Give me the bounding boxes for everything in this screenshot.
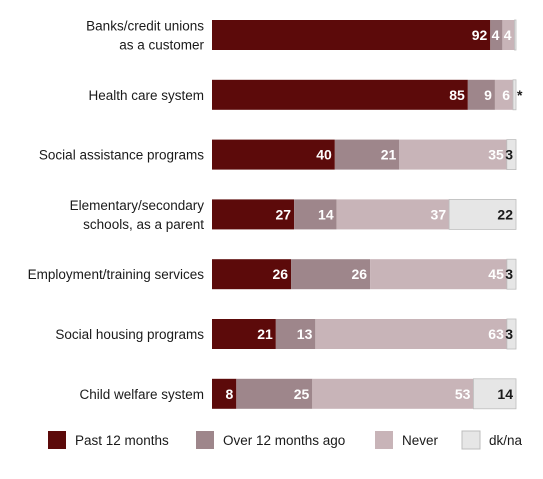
category-label-line: Social housing programs xyxy=(55,327,204,342)
category-label-line: Child welfare system xyxy=(79,387,204,402)
category-label: Child welfare system xyxy=(79,387,204,402)
bar-segment xyxy=(514,19,517,51)
bar-segment xyxy=(212,259,292,290)
category-label-line: Health care system xyxy=(88,88,204,103)
bar-segment xyxy=(399,139,507,170)
bar-segment xyxy=(212,378,237,409)
data-label: 45 xyxy=(488,266,504,282)
data-label: 37 xyxy=(431,206,447,222)
data-label: 13 xyxy=(297,326,313,342)
legend-swatch xyxy=(461,430,481,450)
data-label: 35 xyxy=(488,147,504,163)
bar-segment xyxy=(467,79,495,110)
data-label: 40 xyxy=(316,147,332,163)
bar-segment xyxy=(448,198,517,230)
bar-segment xyxy=(312,378,474,409)
data-label: 3 xyxy=(505,147,513,163)
legend-label: Past 12 months xyxy=(75,433,169,448)
data-label: 25 xyxy=(294,386,310,402)
data-label: 9 xyxy=(484,87,492,103)
bar-segment xyxy=(275,319,316,349)
bar-segment xyxy=(512,79,517,111)
category-label-line: Elementary/secondary xyxy=(70,198,205,213)
bar-segment xyxy=(506,318,517,350)
data-label: 53 xyxy=(455,386,471,402)
bar-segment xyxy=(291,259,371,290)
data-label: 22 xyxy=(497,206,513,222)
data-label: 27 xyxy=(276,206,292,222)
data-label: 26 xyxy=(272,266,288,282)
bar-segment xyxy=(212,199,295,230)
data-label: 4 xyxy=(492,27,500,43)
data-label: 8 xyxy=(226,386,234,402)
category-label: Social assistance programs xyxy=(39,148,204,163)
category-label-line: as a customer xyxy=(119,38,204,53)
category-label-line: Banks/credit unions xyxy=(86,19,204,34)
bar-segment xyxy=(336,199,450,230)
bar-segment xyxy=(212,139,335,170)
data-label: * xyxy=(517,87,523,103)
legend-swatch xyxy=(375,431,393,449)
data-label: 21 xyxy=(381,147,397,163)
legend-swatch xyxy=(48,431,66,449)
category-label: Elementary/secondary schools, as a parent xyxy=(70,198,205,232)
data-label: 3 xyxy=(505,266,513,282)
bar-segment xyxy=(315,319,507,349)
category-label-line: Social assistance programs xyxy=(39,148,204,163)
legend-label: Never xyxy=(402,433,439,448)
data-label: 63 xyxy=(488,326,504,342)
bar-segment xyxy=(502,20,515,50)
data-label: 21 xyxy=(257,326,273,342)
legend: Past 12 months Over 12 months ago Never dk/… xyxy=(48,430,523,450)
category-labels: Banks/credit unions as a customer Health c… xyxy=(28,19,205,402)
data-label: 6 xyxy=(502,87,510,103)
bar-segment xyxy=(212,20,491,50)
bar-segment xyxy=(334,139,400,170)
category-label: Social housing programs xyxy=(55,327,204,342)
category-label-line: Employment/training services xyxy=(28,267,205,282)
legend-swatch xyxy=(196,431,214,449)
category-label: Health care system xyxy=(88,88,204,103)
data-label: 14 xyxy=(497,386,513,402)
category-label-line: schools, as a parent xyxy=(83,217,204,232)
bar-segment xyxy=(494,79,513,110)
bar-segment xyxy=(370,259,507,290)
legend-label: dk/na xyxy=(489,433,523,448)
bar-segment xyxy=(236,378,313,409)
data-label: 3 xyxy=(505,326,513,342)
bar-segment xyxy=(490,20,503,50)
bar-segment xyxy=(212,319,276,349)
category-label: Employment/training services xyxy=(28,267,205,282)
bar-segment xyxy=(473,378,517,410)
data-label: 92 xyxy=(472,27,488,43)
bar-segment xyxy=(506,258,517,290)
data-label: 85 xyxy=(449,87,465,103)
bar-segment xyxy=(506,139,517,171)
bar-segment xyxy=(294,199,337,230)
bar-segment xyxy=(212,79,468,110)
legend-label: Over 12 months ago xyxy=(223,433,345,448)
data-label: 14 xyxy=(318,206,334,222)
category-label: Banks/credit unions as a customer xyxy=(86,19,204,53)
data-label: 26 xyxy=(352,266,368,282)
data-label: 4 xyxy=(504,27,512,43)
